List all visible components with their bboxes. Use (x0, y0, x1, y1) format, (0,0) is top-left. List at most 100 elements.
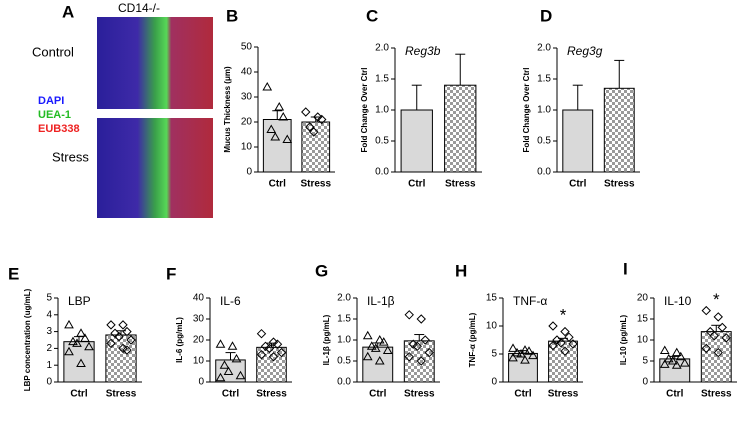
bar (262, 119, 292, 173)
data-point (701, 343, 711, 354)
data-point (274, 101, 285, 111)
micrograph (97, 118, 213, 218)
y-tick-label: 0.5 (537, 136, 551, 147)
image-title: CD14-/- (118, 1, 160, 15)
data-point (713, 347, 723, 358)
data-point (520, 345, 530, 354)
y-tick-label: 1.5 (337, 314, 351, 325)
data-point (305, 122, 315, 132)
bar (403, 340, 435, 383)
data-point (659, 359, 670, 368)
data-point (72, 338, 82, 347)
data-point (568, 339, 578, 349)
y-tick-label: 0.0 (337, 377, 351, 388)
panel-letter: B (226, 6, 238, 25)
y-axis-label: LBP concentration (ug/mL) (23, 288, 32, 391)
y-tick-label: 0.5 (337, 356, 351, 367)
data-point (378, 337, 389, 346)
y-axis-label: Mucus Thickness (μm) (223, 66, 232, 153)
data-point (560, 326, 570, 337)
bar (256, 346, 287, 383)
data-point (667, 355, 678, 365)
chart-panel: I IL-10 0 5 10 15 20 IL-10 (pg/mL) Ctrl Stress * (619, 259, 737, 400)
x-tick-label: Stress (604, 179, 635, 190)
chart-panel: F IL-6 0 10 20 30 40 IL-6 (pg/mL) Ctrl Stress (166, 264, 292, 400)
panel-letter: H (455, 261, 467, 280)
data-point (313, 112, 323, 122)
y-tick-label: 0.5 (375, 136, 389, 147)
data-point (256, 328, 267, 339)
chart-title: IL-6 (220, 294, 241, 308)
data-point (106, 338, 116, 349)
data-point (671, 347, 682, 357)
chart-panel: H TNF-α 0 5 10 15 TNF-α (pg/mL) Ctrl Stress * (455, 261, 583, 400)
data-point (404, 352, 414, 362)
y-tick-label: 1.5 (375, 74, 389, 85)
y-tick-label: 10 (193, 356, 205, 367)
data-point (362, 330, 373, 340)
y-tick-label: 5 (491, 349, 497, 360)
significance: * (713, 290, 720, 309)
data-point (374, 334, 385, 344)
data-point (122, 326, 132, 337)
panel-letter: F (166, 264, 176, 283)
data-point (663, 353, 674, 363)
data-point (270, 131, 281, 141)
data-point (516, 348, 526, 358)
y-tick-label: 20 (241, 117, 253, 128)
data-point (301, 107, 311, 117)
micrograph (97, 17, 213, 109)
data-point (416, 314, 426, 324)
data-point (679, 358, 690, 367)
data-point (106, 320, 116, 330)
x-tick-label: Ctrl (369, 389, 386, 400)
data-point (272, 339, 283, 349)
x-tick-label: Ctrl (70, 389, 87, 400)
data-point (370, 343, 381, 352)
x-tick-label: Stress (445, 179, 476, 190)
x-tick-label: Ctrl (269, 179, 286, 190)
y-tick-label: 30 (193, 314, 205, 325)
stain-label: DAPI (38, 95, 64, 107)
bar (444, 84, 477, 173)
x-tick-label: Ctrl (408, 179, 425, 190)
data-point (520, 355, 530, 364)
data-point (227, 341, 238, 350)
data-point (713, 312, 723, 322)
data-point (366, 341, 377, 350)
data-point (231, 353, 242, 363)
data-point (260, 341, 271, 352)
data-point (382, 345, 393, 354)
data-point (548, 340, 558, 351)
y-tick-label: 10 (637, 335, 649, 346)
panel-letter: A (62, 2, 74, 21)
data-point (721, 333, 731, 343)
data-point (68, 336, 78, 346)
y-tick-label: 2.0 (537, 43, 551, 54)
x-tick-label: Stress (701, 389, 732, 400)
data-point (717, 322, 727, 333)
y-tick-label: 2 (46, 343, 52, 354)
y-axis-label: IL-10 (pg/mL) (619, 315, 628, 366)
chart-title: Reg3b (405, 44, 441, 58)
y-tick-label: 1.0 (375, 105, 389, 116)
y-axis-label: Fold Change Over Ctrl (360, 68, 369, 153)
y-axis-label: Fold Change Over Ctrl (522, 68, 531, 153)
y-tick-label: 40 (193, 293, 205, 304)
data-point (122, 345, 132, 355)
x-tick-label: Ctrl (569, 179, 586, 190)
data-point (84, 341, 94, 351)
data-point (215, 339, 226, 348)
y-tick-label: 1.0 (337, 335, 351, 346)
data-point (76, 358, 86, 368)
data-point (408, 339, 418, 349)
chart-panel: E LBP 0 1 2 3 4 5 LBP concentration (ug/mL) Ctrl S… (8, 264, 142, 400)
y-tick-label: 20 (193, 335, 205, 346)
chart-title: Reg3g (567, 44, 603, 58)
data-point (266, 124, 277, 133)
chart-title: IL-1β (367, 294, 395, 308)
data-point (508, 343, 518, 352)
chart-panel: D Reg3g 0.0 0.5 1.0 1.5 2.0 Fold Change Over Ct… (522, 6, 640, 190)
data-point (262, 81, 273, 91)
y-tick-label: 50 (241, 42, 253, 53)
